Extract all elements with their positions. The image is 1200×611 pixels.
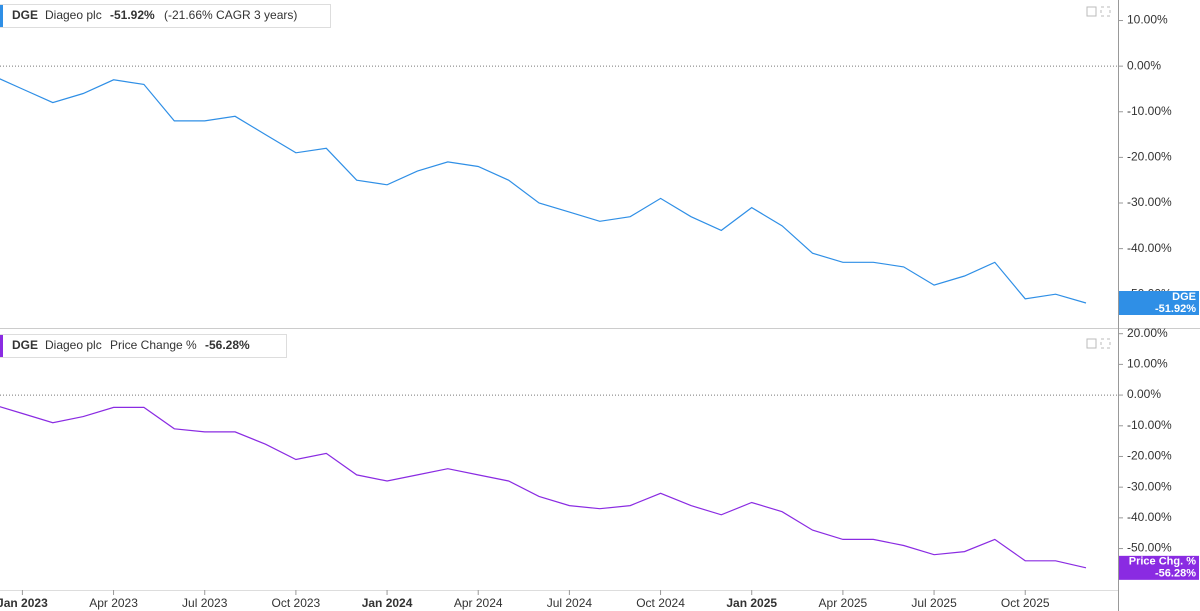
legend-symbol: DGE bbox=[12, 8, 38, 22]
icon[interactable] bbox=[1086, 338, 1097, 349]
legend-swatch bbox=[0, 5, 3, 27]
x-tick-label: Apr 2025 bbox=[819, 596, 868, 610]
marker-box bbox=[1119, 291, 1199, 316]
series-line bbox=[0, 78, 1087, 304]
y-tick-label: -20.00% bbox=[1127, 150, 1172, 164]
x-tick-label: Jan 2024 bbox=[362, 596, 413, 610]
icon[interactable] bbox=[1100, 338, 1111, 349]
series-line bbox=[0, 406, 1087, 569]
marker-value: -51.92% bbox=[1155, 303, 1196, 315]
marker-symbol: DGE bbox=[1172, 291, 1196, 303]
legend-symbol: DGE bbox=[12, 338, 38, 352]
plot bbox=[0, 78, 1087, 304]
legend-change: -51.92% bbox=[110, 8, 155, 22]
x-tick-label: Apr 2023 bbox=[89, 596, 138, 610]
y-tick-label: 0.00% bbox=[1127, 387, 1161, 401]
y-tick-label: -30.00% bbox=[1127, 195, 1172, 209]
y-tick-label: -40.00% bbox=[1127, 510, 1172, 524]
legend-change: Price Change % bbox=[110, 338, 197, 352]
plot bbox=[0, 406, 1087, 569]
pane-icons bbox=[1086, 6, 1111, 349]
x-tick-label: Apr 2024 bbox=[454, 596, 503, 610]
y-tick-label: 10.00% bbox=[1127, 357, 1168, 371]
x-tick-label: Jul 2023 bbox=[182, 596, 228, 610]
legend-name: Diageo plc bbox=[45, 338, 102, 352]
icon[interactable] bbox=[1100, 6, 1111, 17]
x-tick-label: Oct 2024 bbox=[636, 596, 685, 610]
y-tick-label: 0.00% bbox=[1127, 58, 1161, 72]
marker-box bbox=[1119, 555, 1199, 580]
last-value-marker: DGE-51.92% bbox=[1119, 291, 1199, 316]
y-tick-label: -20.00% bbox=[1127, 449, 1172, 463]
y-tick-label: -10.00% bbox=[1127, 104, 1172, 118]
legend: DGE Diageo plc Price Change % -56.28% bbox=[0, 334, 287, 358]
legend-note: (-21.66% CAGR 3 years) bbox=[164, 8, 297, 22]
y-tick-label: -30.00% bbox=[1127, 479, 1172, 493]
x-tick-label: Jul 2025 bbox=[911, 596, 957, 610]
marker-symbol: Price Chg. % bbox=[1129, 556, 1196, 568]
x-tick-label: Oct 2025 bbox=[1001, 596, 1050, 610]
y-tick-label: -10.00% bbox=[1127, 418, 1172, 432]
icon[interactable] bbox=[1086, 6, 1097, 17]
x-tick-label: Jul 2024 bbox=[547, 596, 593, 610]
y-tick-label: -50.00% bbox=[1127, 541, 1172, 555]
legend-note: -56.28% bbox=[205, 338, 250, 352]
legend: DGE Diageo plc -51.92% (-21.66% CAGR 3 year… bbox=[0, 4, 331, 28]
y-tick-label: 10.00% bbox=[1127, 13, 1168, 27]
legend-name: Diageo plc bbox=[45, 8, 102, 22]
x-tick-label: Jan 2025 bbox=[726, 596, 777, 610]
legend-swatch bbox=[0, 335, 3, 357]
y-tick-label: 20.00% bbox=[1127, 326, 1168, 340]
marker-value: -56.28% bbox=[1155, 568, 1196, 580]
x-tick-label: Oct 2023 bbox=[272, 596, 321, 610]
x-tick-label: Jan 2023 bbox=[0, 596, 48, 610]
y-tick-label: -40.00% bbox=[1127, 241, 1172, 255]
last-value-marker: Price Chg. %-56.28% bbox=[1119, 556, 1199, 580]
